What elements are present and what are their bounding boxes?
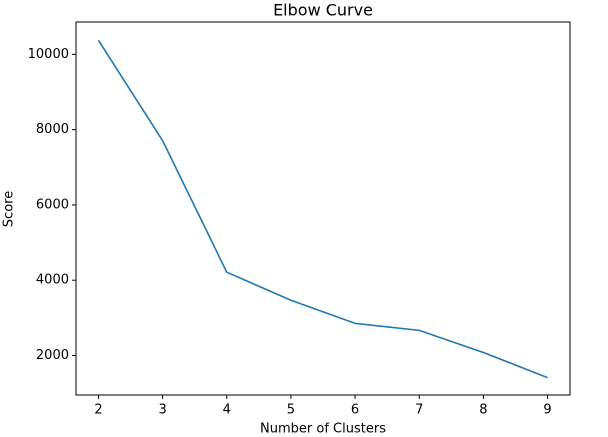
y-tick-label: 10000: [28, 47, 69, 62]
y-tick-label: 2000: [36, 348, 69, 363]
y-tick-label: 6000: [36, 197, 69, 212]
x-tick-label: 8: [479, 403, 487, 418]
y-tick-label: 4000: [36, 273, 69, 288]
plot-frame: [75, 21, 571, 396]
x-tick-label: 5: [287, 403, 295, 418]
x-tick-label: 2: [94, 403, 102, 418]
y-tick-label: 8000: [36, 122, 69, 137]
x-tick-label: 3: [158, 403, 166, 418]
line-series: [97, 39, 548, 379]
x-axis-label: Number of Clusters: [260, 422, 386, 437]
x-tick-label: 6: [351, 403, 359, 418]
x-tick-label: 7: [415, 403, 423, 418]
x-tick-label: 4: [223, 403, 231, 418]
y-axis-label: Score: [2, 191, 17, 227]
x-tick-label: 9: [543, 403, 551, 418]
chart-title: Elbow Curve: [273, 1, 373, 20]
